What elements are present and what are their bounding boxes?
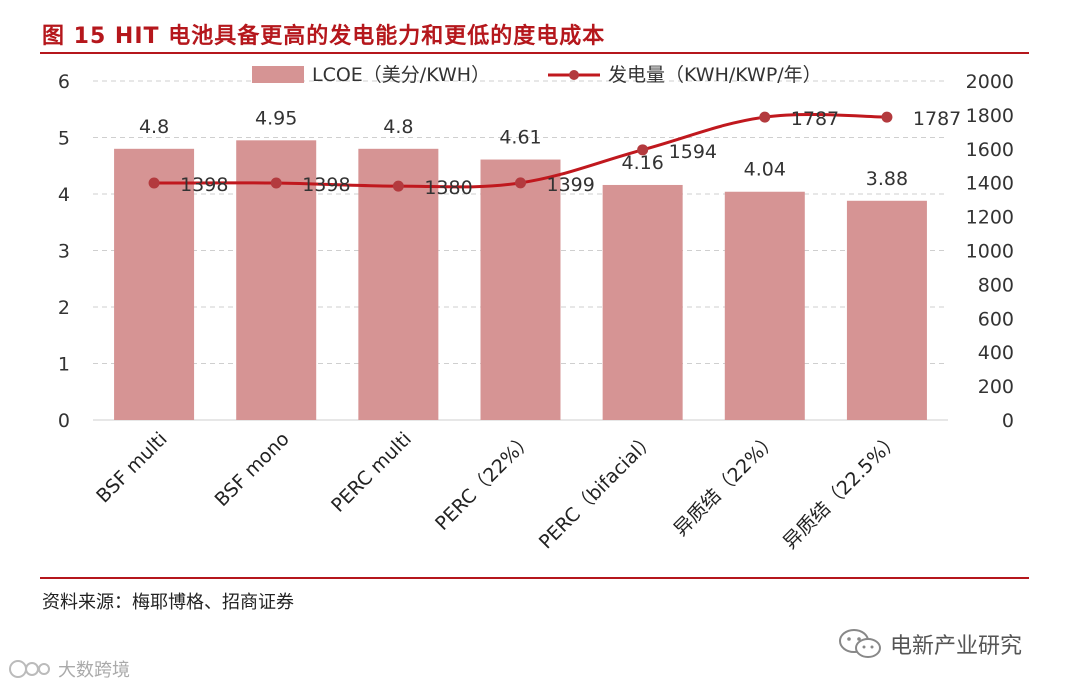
y-right-tick-label: 1000	[966, 241, 1014, 263]
top-divider	[40, 52, 1029, 54]
output-data-label: 1398	[302, 174, 350, 196]
watermark-left-text: 大数跨境	[58, 660, 130, 681]
y-left-tick-label: 0	[58, 410, 70, 432]
output-marker	[515, 177, 526, 189]
watermark-right-text: 电新产业研究	[890, 634, 1023, 659]
bottom-divider	[40, 577, 1029, 579]
figure-title: 图 15 HIT 电池具备更高的发电能力和更低的度电成本	[42, 24, 606, 49]
wechat-icon	[839, 629, 881, 658]
lcoe-bar	[358, 148, 439, 421]
y-right-tick-label: 1800	[966, 105, 1014, 127]
y-left-tick-label: 6	[58, 71, 70, 93]
lcoe-bar-label: 4.8	[383, 116, 413, 138]
y-right-tick-label: 1600	[966, 139, 1014, 161]
x-category-label: PERC multi	[327, 428, 416, 517]
y-left-tick-label: 1	[58, 354, 70, 376]
output-marker	[637, 144, 649, 156]
output-data-label: 1594	[669, 141, 717, 163]
output-data-label: 1398	[180, 174, 228, 196]
source-note: 资料来源：梅耶博格、招商证券	[42, 592, 294, 613]
output-marker	[881, 111, 893, 123]
y-right-tick-label: 0	[1002, 410, 1014, 432]
x-category-label: BSF multi	[92, 428, 171, 507]
output-marker	[392, 180, 404, 192]
y-left-tick-label: 5	[58, 128, 70, 150]
output-data-label: 1380	[424, 177, 472, 199]
lcoe-bar-label: 4.8	[139, 116, 169, 138]
combo-chart: 4.8 4.95 4.8 4.61 4.16 4.04 3.88 1398 1398 1380 1…	[58, 64, 1014, 553]
legend-label-lcoe: LCOE（美分/KWH）	[312, 64, 490, 86]
y-right-tick-label: 200	[978, 376, 1014, 398]
y-right-tick-label: 1200	[966, 207, 1014, 229]
output-marker	[270, 177, 282, 189]
y-right-tick-label: 400	[978, 342, 1014, 364]
y-right-tick-label: 800	[978, 274, 1014, 296]
y-left-tick-label: 4	[58, 184, 70, 206]
brand-logo-icon	[9, 660, 50, 678]
legend-label-output: 发电量（KWH/KWP/年）	[608, 64, 822, 86]
output-data-label: 1787	[913, 108, 961, 130]
watermark-right: 电新产业研究	[838, 628, 1022, 660]
y-right-tick-label: 1400	[966, 173, 1014, 195]
y-left-tick-label: 2	[58, 297, 70, 319]
lcoe-bar	[114, 148, 195, 421]
x-category-label: BSF mono	[211, 428, 294, 511]
lcoe-bar	[724, 191, 805, 420]
lcoe-bar-label: 4.95	[255, 107, 297, 129]
output-marker	[759, 111, 771, 123]
y-right-tick-label: 2000	[966, 71, 1014, 93]
x-category-label: 异质结（22.5%）	[779, 428, 904, 553]
lcoe-bar	[602, 184, 683, 420]
output-marker	[148, 177, 160, 189]
x-category-label: PERC（22%）	[431, 428, 538, 535]
lcoe-bar-label: 4.04	[744, 159, 786, 181]
watermark-left: 大数跨境	[8, 656, 130, 682]
x-category-label: PERC（bifacial）	[535, 428, 660, 553]
x-category-label: 异质结（22%）	[670, 428, 783, 541]
lcoe-bar	[846, 200, 927, 420]
y-left-tick-label: 3	[58, 241, 70, 263]
lcoe-bar-label: 3.88	[866, 168, 908, 190]
legend-swatch-output-marker	[569, 70, 579, 80]
lcoe-bar-label: 4.61	[499, 127, 541, 149]
output-data-label: 1399	[547, 174, 595, 196]
y-right-tick-label: 600	[978, 308, 1014, 330]
lcoe-bar	[480, 159, 561, 420]
legend-swatch-lcoe	[252, 66, 304, 83]
output-data-label: 1787	[791, 108, 839, 130]
lcoe-bar-label: 4.16	[621, 152, 663, 174]
